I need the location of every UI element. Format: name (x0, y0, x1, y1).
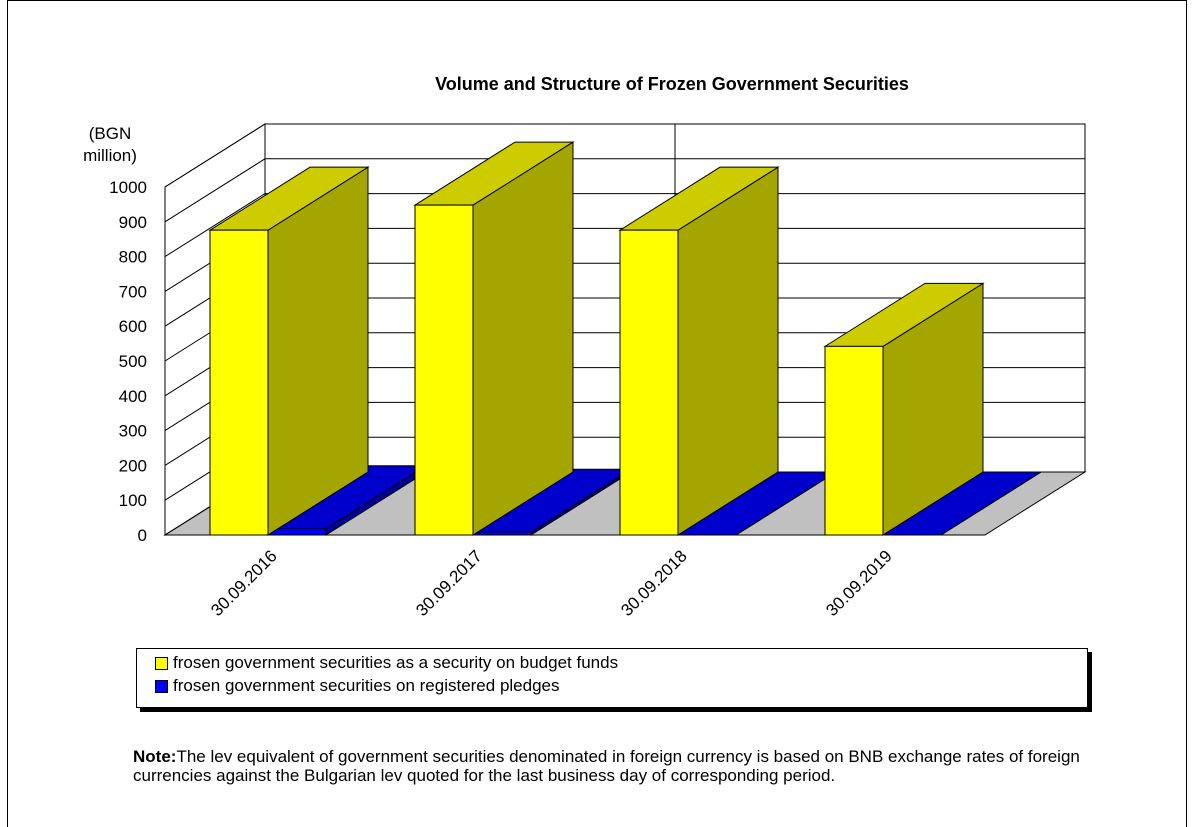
bar-budget-funds (209, 229, 269, 536)
legend-item-registered-pledges: frosen government securities on register… (155, 675, 560, 697)
x-tick-label: 30.09.2018 (617, 546, 691, 620)
note-label: Note: (133, 747, 177, 766)
plot-area: 0 100 200 300 400 500 600 700 800 900 1000 30.09.20… (109, 123, 1087, 620)
chart-frame (7, 0, 1187, 827)
y-tick-label: 600 (119, 317, 147, 336)
bar-budget-funds (824, 345, 884, 536)
bar-budget-funds-side (472, 141, 574, 536)
x-tick-label: 30.09.2017 (412, 546, 486, 620)
gridline (164, 193, 1085, 258)
y-tick-label: 900 (119, 213, 147, 232)
x-tick-label: 30.09.2016 (207, 546, 281, 620)
bar-registered-pledges (472, 531, 532, 536)
bar-budget-funds (619, 229, 679, 536)
y-tick-label: 1000 (109, 178, 147, 197)
y-tick-label: 100 (119, 491, 147, 510)
legend-swatch-yellow (155, 656, 168, 670)
note: Note:The lev equivalent of government se… (133, 747, 1123, 785)
bar-budget-funds-side (677, 166, 779, 536)
y-tick-label: 0 (138, 526, 147, 545)
chart-title: Volume and Structure of Frozen Governmen… (435, 74, 909, 94)
y-tick-label: 200 (119, 456, 147, 475)
legend-swatch-blue (155, 679, 168, 693)
gridline (164, 123, 1085, 188)
y-tick-label: 500 (119, 352, 147, 371)
legend-label: frosen government securities as a securi… (173, 653, 619, 672)
legend-label: frosen government securities on register… (173, 676, 560, 695)
y-tick-label: 800 (119, 248, 147, 267)
y-tick-label: 700 (119, 282, 147, 301)
note-text: The lev equivalent of government securit… (133, 747, 1080, 785)
y-tick-label: 400 (119, 387, 147, 406)
bar-budget-funds-side (267, 166, 369, 536)
legend (136, 648, 1088, 708)
gridline (164, 158, 1085, 223)
legend-item-budget-funds: frosen government securities as a securi… (155, 652, 618, 674)
y-axis-label-line-1: (BGN (89, 124, 132, 143)
bar-budget-funds (414, 204, 474, 536)
y-axis-label-line-2: million) (83, 146, 137, 165)
y-tick-label: 300 (119, 422, 147, 441)
x-tick-label: 30.09.2019 (822, 546, 896, 620)
